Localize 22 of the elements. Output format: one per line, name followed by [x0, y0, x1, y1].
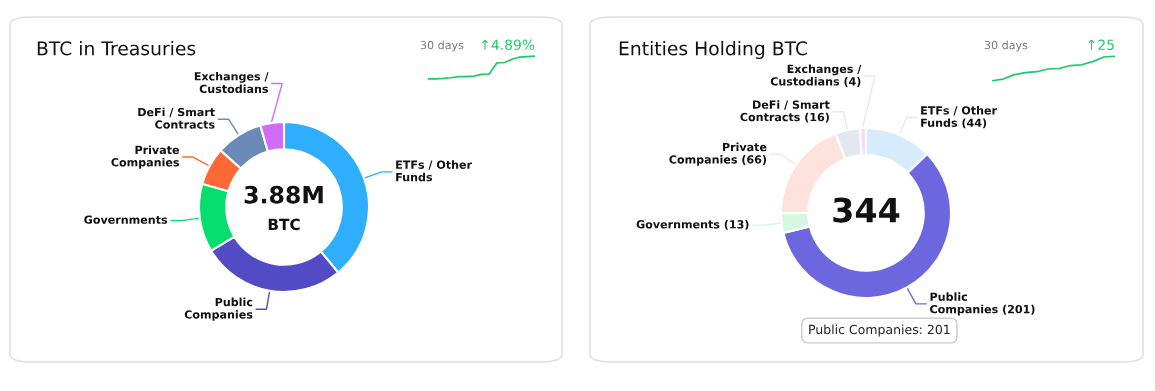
text: Public Companies: 201 [809, 324, 950, 337]
slice-label: Private Companies [111, 145, 179, 169]
slice-label: Public Companies [184, 297, 253, 321]
slice-label: Governments (13) [636, 219, 749, 230]
text: ↑4.89% [482, 39, 535, 51]
text: ↑25 [1088, 39, 1114, 51]
slice-label: DeFi / Smart Contracts [138, 107, 215, 129]
text: BTC [268, 218, 300, 231]
chart-title: 30 days [420, 40, 464, 52]
slice-label: Exchanges / Custodians [194, 71, 269, 94]
text: 344 [833, 197, 900, 223]
slice-label: Governments [84, 215, 168, 224]
chart-title: BTC in Treasuries [37, 40, 196, 56]
slice-label: Public Companies (201) [930, 292, 1035, 316]
text: 3.88M [244, 185, 323, 204]
slice-label: Private Companies (66) [669, 142, 767, 166]
chart-title: 30 days [984, 40, 1028, 52]
slice-label: ETFs / Other Funds (44) [921, 105, 997, 129]
chart-title: Entities Holding BTC [619, 40, 808, 60]
slice-label: DeFi / Smart Contracts (16) [740, 100, 830, 123]
slice-label: ETFs / Other Funds [396, 160, 472, 182]
slice-label: Exchanges / Custodians (4) [770, 64, 862, 87]
